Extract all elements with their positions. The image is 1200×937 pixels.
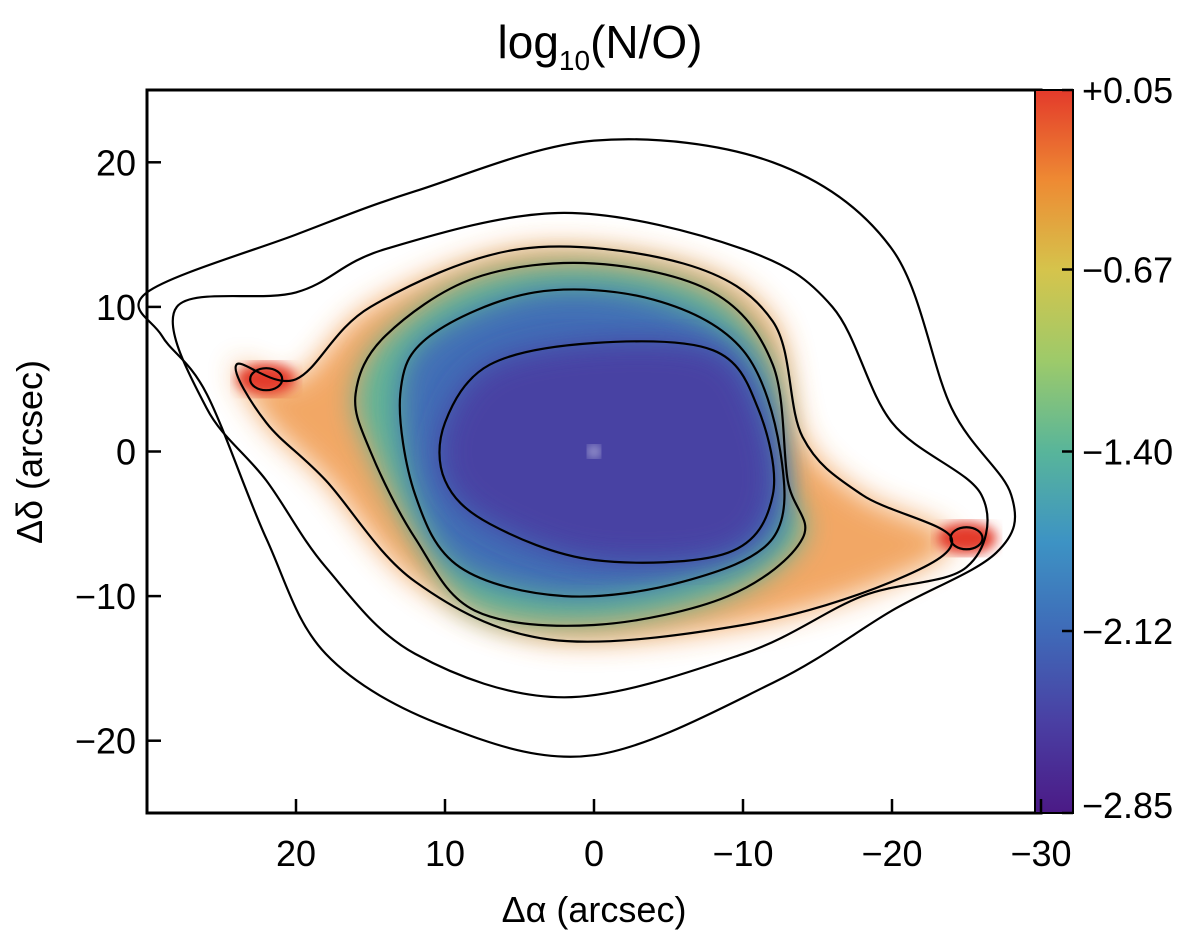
heatmap-layer [235,246,997,642]
y-tick-label: 10 [96,287,136,328]
colorbar-tick-label: −0.67 [1082,250,1173,291]
colorbar-ticks: +0.05 −0.67 −1.40 −2.12 −2.85 [1062,70,1173,826]
contour-level-6 [438,340,776,564]
contour-east-knot [249,367,284,392]
contour-level-2 [171,211,989,699]
colorbar [1034,89,1074,814]
y-axis-label: Δδ (arcsec) [9,360,50,544]
colorbar-tick-label: −2.85 [1082,785,1173,826]
central-star-marker [588,445,600,458]
heatmap-zone [439,341,775,563]
colorbar-tick-label: −1.40 [1082,432,1173,473]
y-tick-label: −10 [75,576,136,617]
contour-level-1 [137,138,1017,758]
contour-layer [137,138,1017,758]
x-axis-label: Δα (arcsec) [502,889,687,930]
x-tick-label: 0 [584,833,604,874]
x-tick-label: 20 [276,833,316,874]
y-tick-label: 0 [116,432,136,473]
x-tick-label: −10 [712,833,773,874]
colorbar-tick-label: −2.12 [1082,611,1173,652]
x-axis-ticks: 20 10 0 −10 −20 −30 [276,799,1072,874]
contour-level-3 [234,245,954,643]
x-tick-label: −20 [861,833,922,874]
y-tick-label: 20 [96,142,136,183]
colorbar-tick-label: +0.05 [1082,70,1173,111]
x-tick-label: −30 [1010,833,1071,874]
contour-level-4 [354,261,807,627]
chart-title: log10(N/O) [498,16,703,76]
x-tick-label: 10 [425,833,465,874]
y-tick-label: −20 [75,721,136,762]
y-axis-ticks: 20 10 0 −10 −20 [75,142,161,762]
contour-west-knot [949,526,984,551]
contour-level-5 [398,288,786,598]
knot-east-knot [236,363,297,396]
